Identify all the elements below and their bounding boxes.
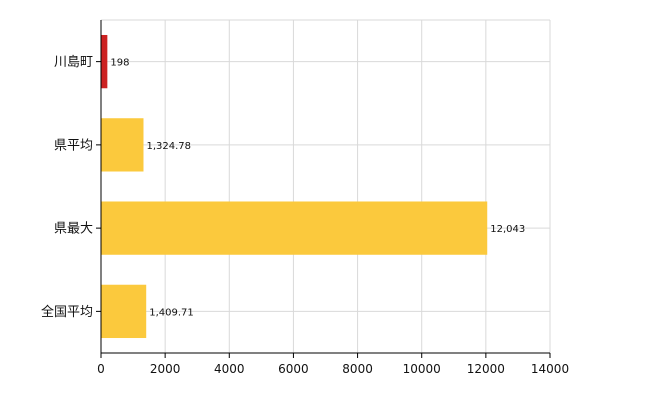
x-tick-label: 2000 — [150, 362, 181, 376]
grid-layer — [101, 19, 551, 353]
bars-layer — [101, 34, 488, 339]
axes-layer — [96, 20, 551, 358]
value-label: 1,324.78 — [146, 141, 191, 152]
x-tick-label: 6000 — [278, 362, 309, 376]
category-label: 県平均 — [54, 138, 93, 153]
x-tick-label: 10000 — [403, 362, 441, 376]
bar — [101, 284, 147, 339]
category-label: 全国平均 — [41, 304, 93, 320]
category-label: 川島町 — [54, 55, 93, 70]
x-tick-label: 0 — [97, 362, 105, 376]
bar — [101, 201, 488, 255]
bar — [101, 34, 108, 89]
x-tick-label: 8000 — [342, 362, 373, 376]
value-label: 12,043 — [490, 224, 525, 235]
value-label: 198 — [110, 58, 129, 69]
bar — [101, 118, 144, 172]
value-label: 1,409.71 — [149, 307, 194, 318]
x-tick-label: 4000 — [214, 362, 245, 376]
x-tick-label: 12000 — [467, 362, 505, 376]
x-tick-label: 14000 — [531, 362, 569, 376]
category-label: 県最大 — [54, 222, 93, 237]
